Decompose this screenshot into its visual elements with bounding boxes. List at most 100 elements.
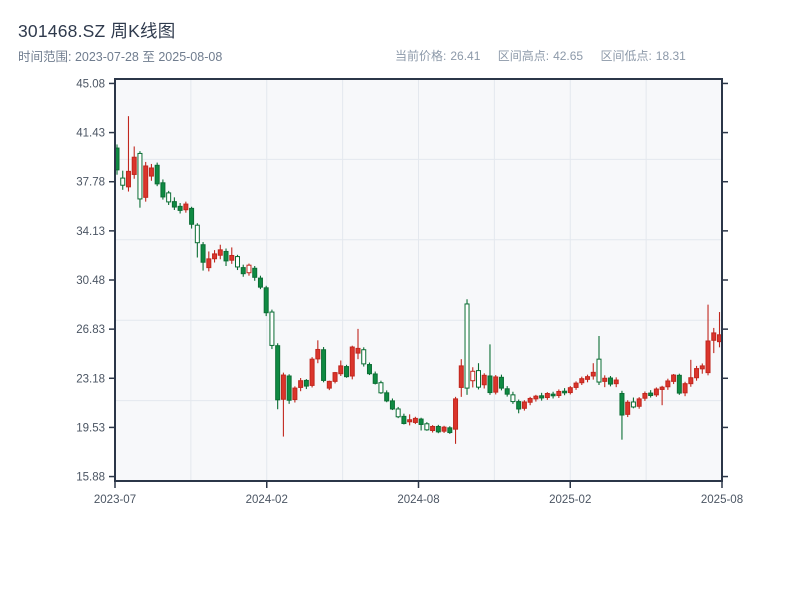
candle-body — [361, 349, 367, 365]
range-high: 区间高点: 42.65 — [497, 49, 584, 63]
candle-body — [177, 205, 183, 211]
candle-body — [619, 392, 625, 416]
candle-body — [464, 303, 470, 389]
y-axis-label: 15.88 — [76, 472, 105, 484]
candle-body — [521, 401, 527, 409]
candle-body — [384, 392, 390, 402]
candle-body — [447, 427, 453, 434]
price-summary: 当前价格: 26.41 区间高点: 42.65 区间低点: 18.31 — [395, 47, 700, 64]
y-axis-label: 23.18 — [76, 373, 105, 385]
candle-body — [435, 425, 441, 433]
date-range-label: 时间范围: 2023-07-28 至 2025-08-08 — [18, 50, 223, 64]
candle-body — [418, 418, 424, 425]
range-low: 区间低点: 18.31 — [600, 49, 686, 63]
candle-body — [235, 256, 240, 268]
candle-body — [562, 390, 568, 394]
candle-body — [625, 401, 631, 415]
candle-body — [223, 250, 229, 262]
candle-body — [470, 370, 476, 382]
candle-body — [498, 376, 504, 389]
candle-body — [527, 397, 533, 403]
candle-body — [573, 382, 579, 388]
candle-body — [326, 380, 332, 389]
candle-body — [401, 415, 407, 425]
candle-body — [458, 365, 464, 388]
x-axis-label: 2024-08 — [397, 494, 439, 506]
candle-body — [321, 349, 327, 381]
candle-body — [682, 383, 688, 394]
range-low-value: 18.31 — [655, 49, 686, 63]
y-axis-label: 30.48 — [76, 275, 105, 287]
candle-body — [567, 387, 573, 394]
candle-body — [585, 376, 591, 380]
candle-body — [694, 368, 700, 379]
candle-body — [671, 374, 677, 382]
candle-body — [338, 365, 344, 375]
candle-body — [171, 201, 177, 208]
candle-body — [372, 373, 378, 384]
candle-body — [166, 192, 172, 203]
range-high-value: 42.65 — [553, 49, 584, 63]
candle-body — [269, 311, 275, 346]
candle-body — [699, 365, 705, 370]
candle-body — [309, 358, 315, 386]
y-axis-label: 45.08 — [76, 78, 105, 90]
candle-body — [510, 394, 516, 403]
candle-body — [441, 426, 447, 432]
candle-body — [659, 386, 665, 390]
candle-body — [630, 401, 636, 408]
y-axis-label: 37.78 — [76, 177, 105, 189]
candle-body — [590, 371, 596, 377]
candle-body — [280, 374, 286, 400]
candle-body — [516, 401, 522, 410]
candle-body — [183, 203, 189, 211]
candle-body — [412, 417, 418, 423]
candle-body — [653, 388, 659, 396]
y-axis-label: 41.43 — [76, 128, 105, 140]
x-axis-label: 2024-02 — [246, 494, 288, 506]
current-price: 当前价格: 26.41 — [395, 49, 481, 63]
candle-body — [344, 366, 350, 378]
candle-body — [246, 264, 252, 274]
candle-body — [189, 207, 195, 225]
candle-body — [349, 346, 355, 377]
candle-body — [665, 380, 671, 388]
candle-body — [453, 398, 459, 430]
candle-body — [550, 393, 556, 397]
y-axis-label: 34.13 — [76, 226, 105, 238]
candle-body — [303, 379, 309, 387]
candle-body — [292, 387, 298, 401]
candle-body — [120, 177, 126, 186]
candle-body — [332, 372, 338, 382]
candle-body — [476, 370, 481, 388]
candle-body — [602, 377, 608, 382]
candle-body — [200, 244, 206, 263]
candle-body — [286, 375, 292, 401]
candle-body — [493, 376, 499, 393]
candle-body — [315, 348, 321, 360]
candle-body — [395, 408, 401, 418]
candle-body — [378, 382, 384, 394]
candle-body — [217, 249, 223, 256]
candle-body — [504, 388, 510, 395]
candle-body — [355, 347, 361, 354]
candle-body — [544, 392, 550, 399]
candle-body — [143, 165, 149, 198]
candle-body — [688, 377, 694, 385]
candle-body — [642, 392, 648, 399]
candle-body — [194, 224, 200, 244]
candle-body — [481, 374, 487, 386]
candle-body — [212, 253, 218, 260]
candle-body — [556, 390, 562, 397]
candle-body — [711, 332, 717, 341]
candle-body — [596, 358, 602, 383]
candle-body — [636, 398, 642, 407]
candle-body — [206, 258, 212, 269]
candle-body — [579, 378, 585, 384]
x-axis-label: 2023-07 — [94, 494, 136, 506]
current-price-value: 26.41 — [450, 49, 481, 63]
candle-body — [257, 277, 263, 288]
candle-body — [389, 400, 395, 410]
x-axis-label: 2025-02 — [549, 494, 591, 506]
